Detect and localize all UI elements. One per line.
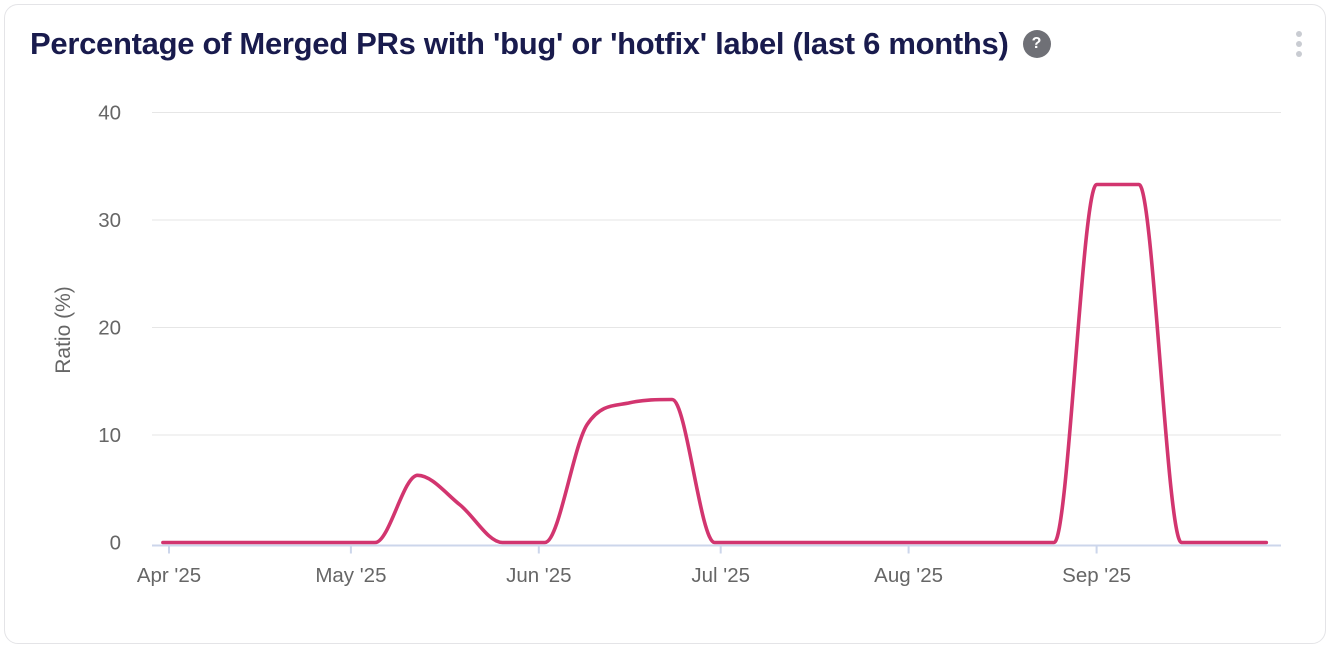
y-axis-tick-label: 10 — [98, 424, 121, 447]
axis-labels-layer: Apr '25 May '25 Jun '25 Jul '25 Aug '25 Sep '… — [98, 102, 1131, 588]
series-layer — [161, 182, 1269, 545]
kebab-dot — [1296, 31, 1302, 37]
series-line — [161, 182, 1269, 545]
x-axis-tick-label: Jun '25 — [506, 564, 571, 587]
chart-header: Percentage of Merged PRs with 'bug' or '… — [30, 24, 1304, 64]
y-axis-tick-label: 0 — [110, 532, 121, 555]
kebab-dot — [1296, 41, 1302, 47]
y-axis-title: Ratio (%) — [52, 286, 75, 374]
y-axis-tick-label: 20 — [98, 317, 121, 340]
x-axis-tick-label: Apr '25 — [137, 564, 201, 587]
x-axis-tick-label: Sep '25 — [1062, 564, 1131, 587]
kebab-dot — [1296, 51, 1302, 57]
grid-layer — [152, 112, 1281, 554]
x-axis-tick-label: Aug '25 — [874, 564, 943, 587]
help-icon[interactable]: ? — [1022, 30, 1051, 58]
chart-title: Percentage of Merged PRs with 'bug' or '… — [30, 26, 1009, 61]
y-axis-tick-label: 30 — [98, 209, 121, 232]
x-axis-tick-label: Jul '25 — [691, 564, 750, 587]
chart-card — [4, 4, 1326, 644]
y-axis-tick-label: 40 — [98, 102, 121, 125]
x-axis-tick-label: May '25 — [315, 564, 386, 587]
kebab-menu-icon[interactable] — [1294, 27, 1304, 61]
